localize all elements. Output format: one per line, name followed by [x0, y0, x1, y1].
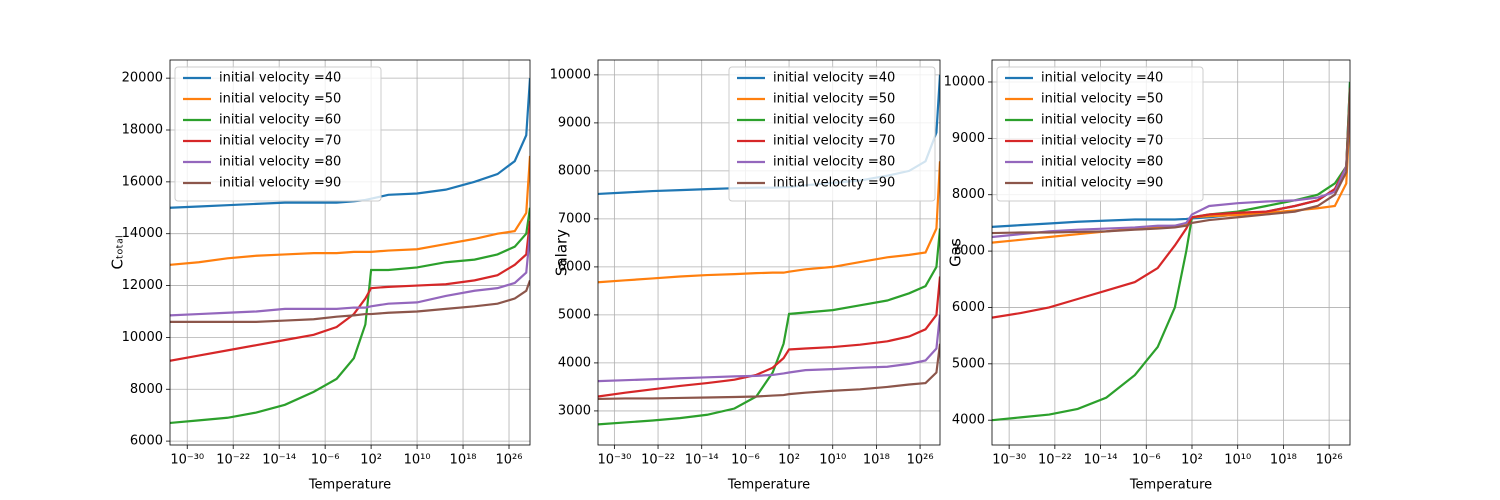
x-tick-label: 10²⁶ [1316, 453, 1343, 468]
x-tick-label: 10¹⁸ [863, 453, 890, 468]
x-tick-label: 10⁻¹⁴ [1084, 453, 1118, 468]
legend-label: initial velocity =80 [219, 155, 341, 170]
x-tick-label: 10¹⁸ [450, 453, 477, 468]
x-tick-label: 10¹⁸ [1270, 453, 1297, 468]
y-tick-label: 6000 [952, 300, 985, 315]
line-series [598, 161, 940, 284]
legend: initial velocity =40 initial velocity =50… [996, 66, 1204, 202]
x-tick-label: 10¹⁰ [1224, 453, 1251, 468]
legend: initial velocity =40 initial velocity =50… [174, 66, 382, 202]
y-tick-label: 6000 [130, 434, 163, 449]
x-tick-label: 10² [1181, 453, 1203, 468]
plot-frame [991, 59, 1351, 446]
legend-box [996, 66, 1204, 202]
legend-label: initial velocity =40 [219, 71, 341, 86]
y-tick-label: 4000 [558, 355, 591, 370]
x-axis-label: Temperature [1129, 478, 1212, 493]
x-tick-label: 10²⁶ [907, 453, 934, 468]
x-tick-label: 10⁻⁶ [311, 453, 340, 468]
x-tick-label: 10⁻⁶ [731, 453, 760, 468]
x-tick-label: 10² [360, 453, 382, 468]
x-tick-label: 10⁻²² [1038, 453, 1072, 468]
line-series [598, 228, 940, 426]
y-tick-label: 10000 [122, 330, 163, 345]
y-axis-label: Salary [553, 229, 571, 276]
y-tick-label: 5000 [952, 356, 985, 371]
x-tick-label: 10⁻³⁰ [170, 453, 204, 468]
plot-frame [597, 59, 941, 446]
y-tick-label: 4000 [952, 413, 985, 428]
y-tick-label: 5000 [558, 307, 591, 322]
line-series [992, 81, 1350, 422]
x-tick-label: 10² [778, 453, 800, 468]
x-tick-label: 10¹⁰ [819, 453, 846, 468]
line-series [992, 87, 1350, 235]
y-tick-label: 6000 [558, 259, 591, 274]
y-axis-label: Cₜₒₜₐₗ [109, 236, 127, 270]
line-series [170, 207, 530, 425]
legend-box [174, 66, 382, 202]
y-tick-label: 3000 [558, 403, 591, 418]
y-tick-label: 10000 [550, 67, 591, 82]
legend-label: initial velocity =80 [773, 155, 895, 170]
line-series [992, 93, 1350, 319]
legend-label: initial velocity =60 [773, 113, 895, 128]
x-tick-label: 10⁻¹⁴ [262, 453, 296, 468]
y-tick-label: 12000 [122, 278, 163, 293]
y-tick-label: 20000 [122, 71, 163, 86]
y-tick-label: 7000 [952, 244, 985, 259]
legend-label: initial velocity =50 [773, 92, 895, 107]
y-tick-label: 18000 [122, 123, 163, 138]
line-series [170, 155, 530, 266]
legend-label: initial velocity =40 [1041, 71, 1163, 86]
y-tick-label: 7000 [558, 211, 591, 226]
x-tick-label: 10⁻⁶ [1132, 453, 1161, 468]
x-axis-label: Temperature [308, 478, 391, 493]
legend: initial velocity =40 initial velocity =50… [728, 66, 936, 202]
plot-frame [169, 59, 531, 446]
legend-label: initial velocity =50 [1041, 92, 1163, 107]
y-tick-label: 8000 [558, 163, 591, 178]
subplot: 10⁻³⁰ 10⁻²² 10⁻¹⁴ 10⁻⁶ 10² 10¹⁰ 10¹⁸ 10²⁶ 3000 40… [550, 59, 941, 493]
y-tick-label: 16000 [122, 174, 163, 189]
line-series [992, 104, 1350, 239]
y-tick-label: 9000 [952, 131, 985, 146]
y-tick-label: 9000 [558, 115, 591, 130]
subplot: 10⁻³⁰ 10⁻²² 10⁻¹⁴ 10⁻⁶ 10² 10¹⁰ 10¹⁸ 10²⁶ 4000 50… [944, 59, 1351, 493]
legend-label: initial velocity =80 [1041, 155, 1163, 170]
line-series [170, 233, 530, 317]
legend-label: initial velocity =90 [219, 176, 341, 191]
legend-label: initial velocity =50 [219, 92, 341, 107]
legend-label: initial velocity =40 [773, 71, 895, 86]
y-tick-label: 10000 [944, 74, 985, 89]
line-series [598, 343, 940, 401]
legend-label: initial velocity =70 [773, 134, 895, 149]
y-tick-label: 8000 [130, 382, 163, 397]
line-series [170, 220, 530, 362]
line-series [170, 279, 530, 323]
legend-box [728, 66, 936, 202]
x-tick-label: 10¹⁰ [404, 453, 431, 468]
legend-label: initial velocity =90 [773, 176, 895, 191]
legend-label: initial velocity =60 [1041, 113, 1163, 128]
x-tick-label: 10⁻³⁰ [992, 453, 1026, 468]
y-tick-label: 14000 [122, 226, 163, 241]
x-tick-label: 10⁻²² [216, 453, 250, 468]
x-tick-label: 10⁻¹⁴ [685, 453, 719, 468]
x-tick-label: 10²⁶ [496, 453, 523, 468]
subplot: 10⁻³⁰ 10⁻²² 10⁻¹⁴ 10⁻⁶ 10² 10¹⁰ 10¹⁸ 10²⁶ 6000 80… [109, 59, 531, 493]
line-series [598, 314, 940, 383]
line-series [598, 276, 940, 398]
legend-label: initial velocity =90 [1041, 176, 1163, 191]
legend-label: initial velocity =60 [219, 113, 341, 128]
legend-label: initial velocity =70 [219, 134, 341, 149]
x-tick-label: 10⁻³⁰ [597, 453, 631, 468]
y-tick-label: 8000 [952, 187, 985, 202]
legend-label: initial velocity =70 [1041, 134, 1163, 149]
y-axis-label: Gas [947, 238, 965, 267]
x-tick-label: 10⁻²² [641, 453, 675, 468]
x-axis-label: Temperature [727, 478, 810, 493]
